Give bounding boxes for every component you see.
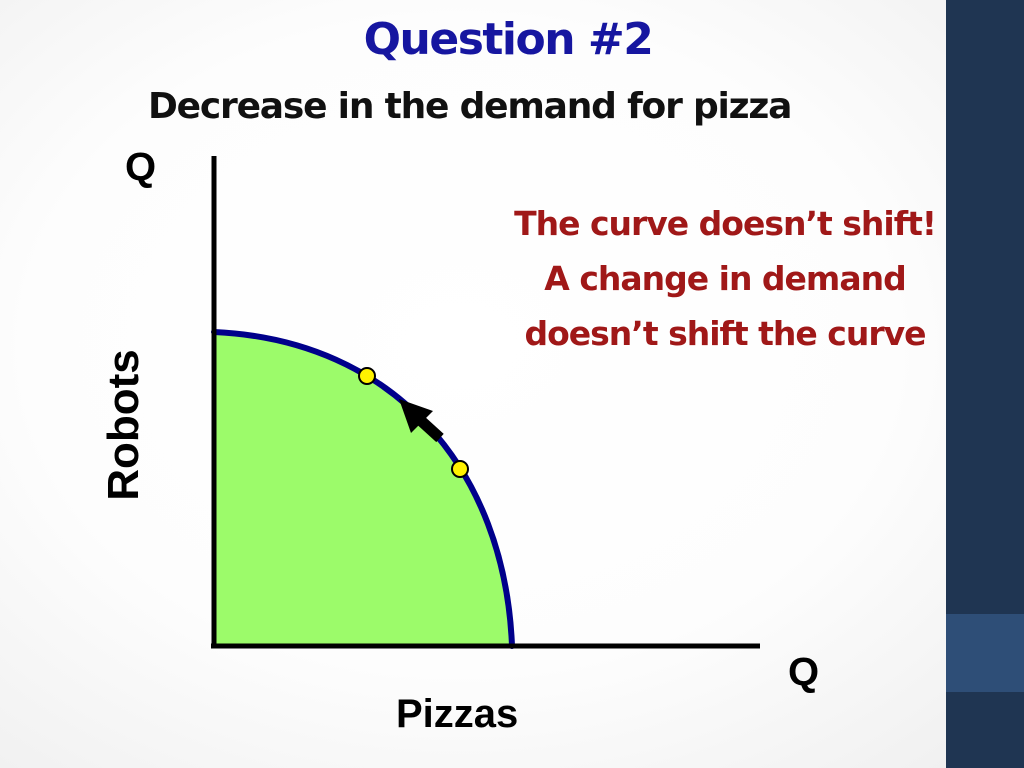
point-after: [358, 367, 376, 385]
note-line-1: The curve doesn’t shift!: [514, 204, 937, 243]
slide-title: Question #2: [363, 14, 654, 65]
point-before: [451, 460, 469, 478]
note-line-2: A change in demand: [544, 259, 906, 298]
explanation-note: The curve doesn’t shift! A change in dem…: [496, 196, 954, 361]
x-axis-label: Pizzas: [396, 692, 519, 736]
slide-subtitle: Decrease in the demand for pizza: [148, 86, 792, 127]
x-axis-quantity-label: Q: [788, 650, 820, 694]
y-axis-quantity-label: Q: [125, 145, 157, 189]
arrow-up-left-icon: [399, 399, 444, 443]
sidebar-accent-block: [946, 614, 1024, 692]
production-possibilities-region: [214, 332, 512, 646]
note-line-3: doesn’t shift the curve: [524, 314, 926, 353]
y-axis-label: Robots: [99, 349, 148, 501]
